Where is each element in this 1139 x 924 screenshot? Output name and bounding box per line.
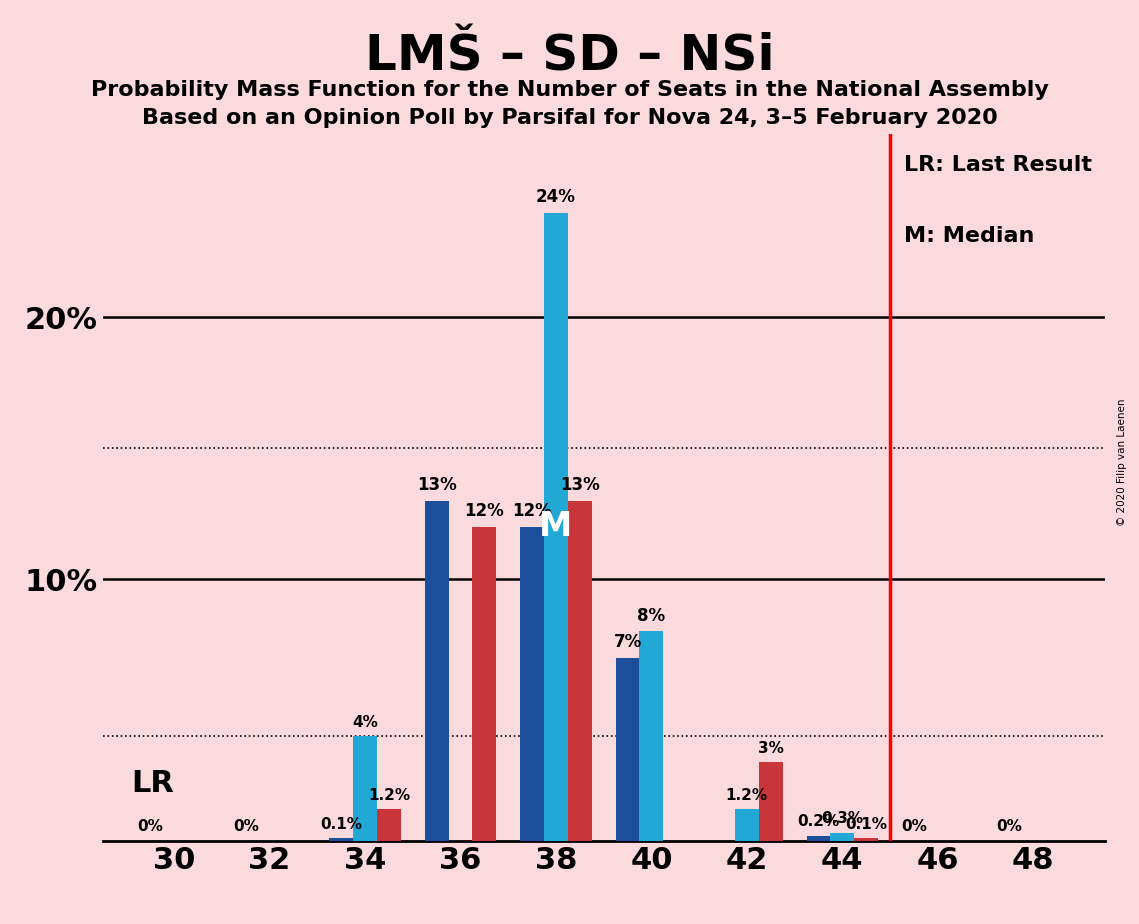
Text: 0%: 0% xyxy=(901,820,927,834)
Text: M: M xyxy=(539,510,573,543)
Bar xyxy=(377,809,401,841)
Bar xyxy=(425,501,449,841)
Text: 0.3%: 0.3% xyxy=(821,811,863,826)
Text: 12%: 12% xyxy=(465,502,505,520)
Bar xyxy=(473,527,497,841)
Text: 0.1%: 0.1% xyxy=(845,817,887,832)
Text: 0.1%: 0.1% xyxy=(320,817,362,832)
Text: 0%: 0% xyxy=(138,820,163,834)
Bar xyxy=(639,631,663,841)
Bar xyxy=(735,809,759,841)
Text: LR: LR xyxy=(131,769,174,797)
Bar xyxy=(615,658,639,841)
Text: 12%: 12% xyxy=(513,502,552,520)
Text: 1.2%: 1.2% xyxy=(368,788,410,803)
Text: Based on an Opinion Poll by Parsifal for Nova 24, 3–5 February 2020: Based on an Opinion Poll by Parsifal for… xyxy=(141,108,998,128)
Text: 0.2%: 0.2% xyxy=(797,814,839,829)
Text: 7%: 7% xyxy=(614,633,641,651)
Text: Probability Mass Function for the Number of Seats in the National Assembly: Probability Mass Function for the Number… xyxy=(91,80,1048,101)
Bar xyxy=(854,838,878,841)
Text: LR: Last Result: LR: Last Result xyxy=(904,155,1092,175)
Text: 4%: 4% xyxy=(352,714,378,730)
Bar xyxy=(568,501,592,841)
Bar xyxy=(759,762,782,841)
Text: LMŠ – SD – NSi: LMŠ – SD – NSi xyxy=(364,32,775,80)
Bar xyxy=(353,736,377,841)
Bar xyxy=(806,835,830,841)
Text: 0%: 0% xyxy=(232,820,259,834)
Text: 3%: 3% xyxy=(757,741,784,756)
Text: 24%: 24% xyxy=(536,188,576,206)
Bar xyxy=(521,527,544,841)
Text: 8%: 8% xyxy=(638,607,665,625)
Text: 13%: 13% xyxy=(560,476,599,494)
Text: 1.2%: 1.2% xyxy=(726,788,768,803)
Text: 0%: 0% xyxy=(997,820,1023,834)
Text: © 2020 Filip van Laenen: © 2020 Filip van Laenen xyxy=(1117,398,1126,526)
Bar xyxy=(544,213,568,841)
Bar xyxy=(830,833,854,841)
Text: 13%: 13% xyxy=(417,476,457,494)
Bar xyxy=(329,838,353,841)
Text: M: Median: M: Median xyxy=(904,225,1034,246)
